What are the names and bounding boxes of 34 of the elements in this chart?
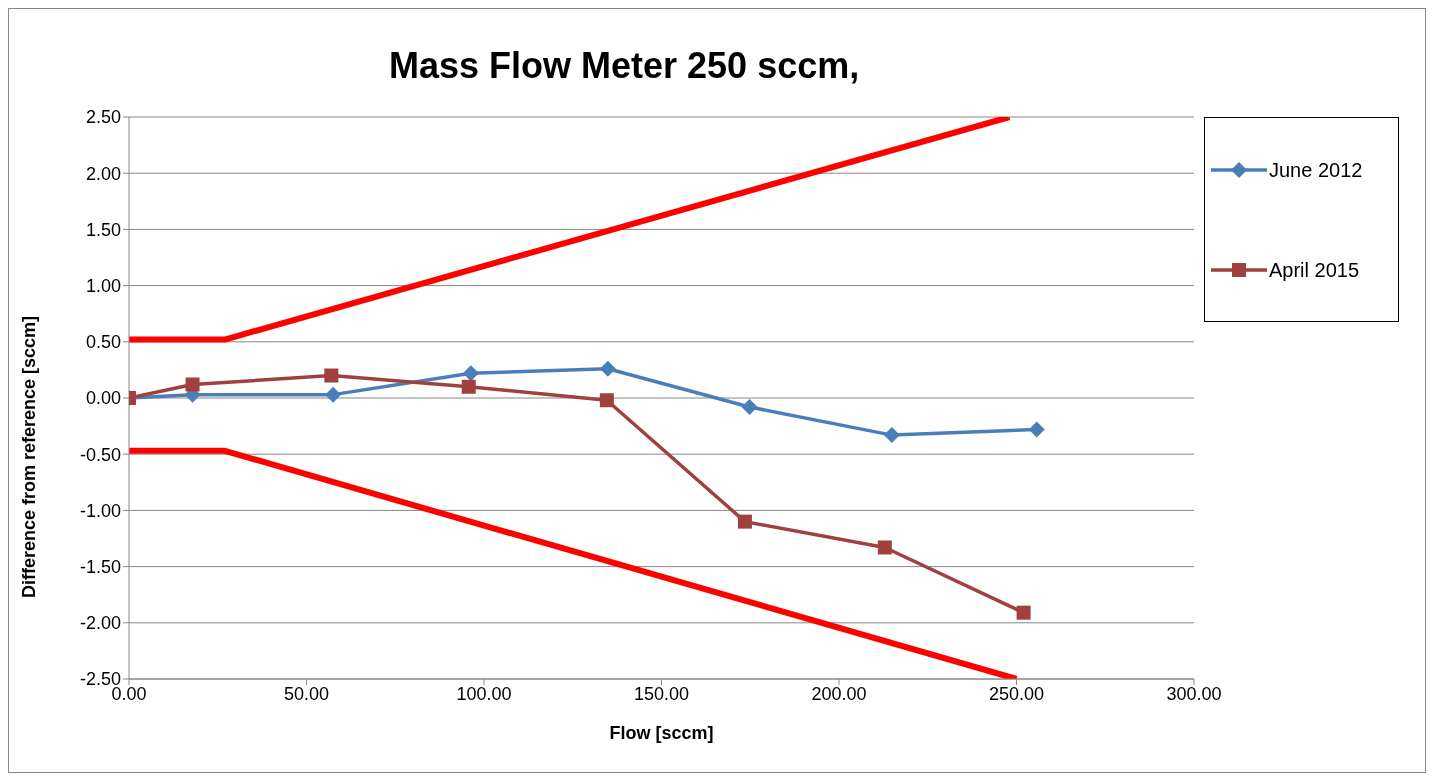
y-tick-label: -0.50 bbox=[79, 444, 121, 465]
x-tick-label: 200.00 bbox=[811, 683, 867, 704]
point bbox=[462, 365, 479, 382]
x-tick-label: 150.00 bbox=[633, 683, 690, 704]
point bbox=[461, 379, 476, 394]
x-axis-title: Flow [sccm] bbox=[609, 723, 714, 743]
y-tick-label: 0.50 bbox=[85, 332, 121, 353]
point bbox=[883, 427, 900, 444]
y-tick-label: 2.50 bbox=[85, 107, 121, 128]
point bbox=[1016, 605, 1031, 620]
point bbox=[185, 377, 200, 392]
y-tick-label: 2.00 bbox=[85, 163, 121, 184]
y-tick-label: -1.50 bbox=[79, 556, 121, 577]
y-tick-label: 0.00 bbox=[85, 388, 121, 409]
point bbox=[324, 368, 339, 383]
chart-title: Mass Flow Meter 250 sccm, bbox=[389, 45, 860, 87]
point bbox=[737, 514, 752, 529]
x-tick-label: 100.00 bbox=[456, 683, 512, 704]
point bbox=[741, 398, 758, 415]
y-axis-title: Difference from reference [sccm] bbox=[19, 315, 40, 598]
y-tick-label: 1.50 bbox=[85, 219, 121, 240]
x-tick-label: 50.00 bbox=[283, 683, 330, 704]
point bbox=[877, 540, 892, 555]
legend-label: June 2012 bbox=[1269, 158, 1363, 182]
point bbox=[325, 386, 342, 403]
point bbox=[599, 393, 614, 408]
y-tick-label: -1.00 bbox=[79, 500, 121, 521]
legend-label: April 2015 bbox=[1269, 258, 1360, 282]
y-tick-label: -2.00 bbox=[79, 613, 121, 634]
point bbox=[1028, 421, 1045, 438]
y-tick-label: 1.00 bbox=[85, 275, 121, 296]
point bbox=[599, 360, 616, 377]
x-tick-label: 250.00 bbox=[988, 683, 1045, 704]
x-tick-label: 300.00 bbox=[1166, 683, 1222, 704]
